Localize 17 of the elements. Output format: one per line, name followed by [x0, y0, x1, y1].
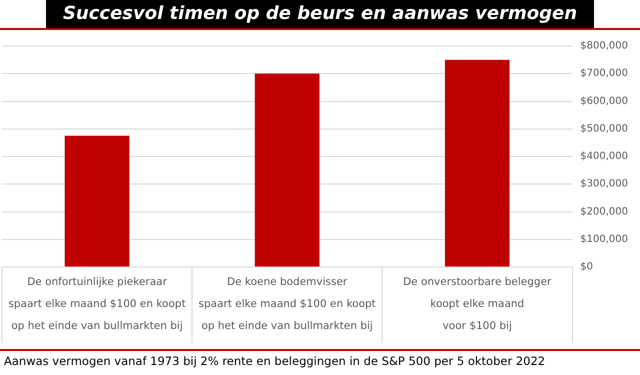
y-tick-label: $100,000: [580, 234, 628, 245]
y-tick-label: $0: [580, 262, 594, 273]
bar: [444, 60, 510, 266]
y-tick-label: $600,000: [580, 96, 628, 107]
y-tick-label: $400,000: [580, 151, 628, 162]
y-tick-label: $500,000: [580, 123, 628, 134]
chart-title: Succesvol timen op de beurs en aanwas vermogen: [46, 0, 594, 28]
y-tick-label: $800,000: [580, 40, 628, 52]
y-tick-label: $700,000: [580, 68, 628, 80]
bar: [64, 136, 130, 266]
y-tick-label: $200,000: [580, 206, 628, 218]
x-tick-label: De onverstoorbare belegger koopt elke maand voor $100 bij: [403, 276, 552, 332]
bar: [254, 74, 320, 266]
x-tick-label: De koene bodemvisser spaart elke maand $100 en koopt op het einde van bullmarkten bij: [198, 276, 376, 332]
x-tick-label: De onfortuinlijke piekeraar spaart elke maand $100 en koopt op het einde van bullmarkten bij: [8, 276, 186, 332]
y-tick-label: $300,000: [580, 178, 628, 190]
text: Aanwas vermogen vanaf 1973 bij 2% rente en beleggingen in de S&P 500 per 5 oktober 2022: [0, 349, 640, 371]
